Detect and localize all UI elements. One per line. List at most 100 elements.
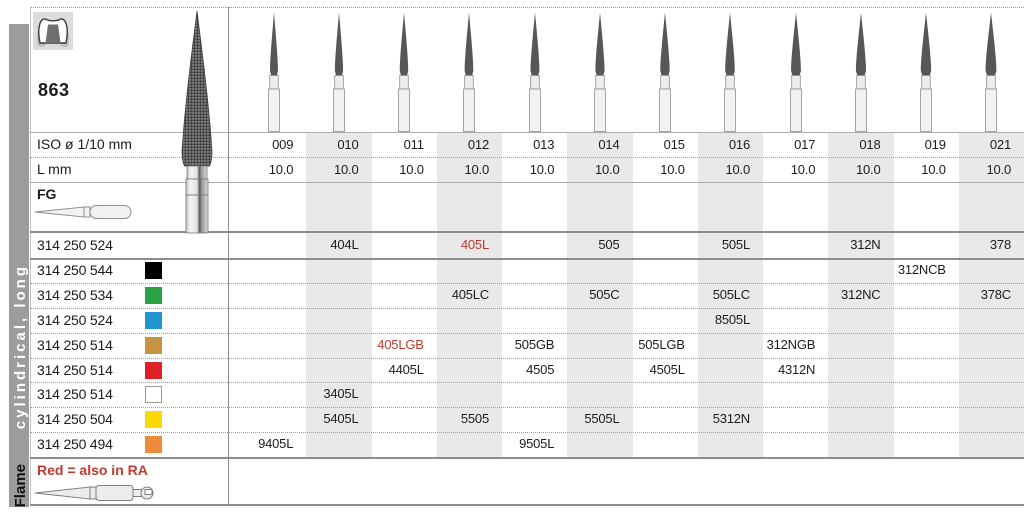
column-band (697, 132, 763, 457)
catalog-row: 314 250 534 405LC 505C 505LC 312NC 378C (0, 283, 1024, 308)
length-value: 10.0 (790, 162, 816, 177)
product-cell: 4505 (526, 361, 555, 377)
column-band (306, 132, 372, 457)
order-code: 314 250 524 (37, 237, 113, 253)
ring-color-swatch (145, 361, 162, 379)
catalog-row: 314 250 524 404L 405L 505 505L 312N 378 (0, 233, 1024, 258)
bur-image (527, 11, 543, 137)
left-border (30, 7, 31, 505)
bur-image (788, 11, 804, 137)
order-code: 314 250 524 (37, 311, 113, 328)
catalog-row: 314 250 514 405LGB 505GB 505LGB 312NGB (0, 333, 1024, 358)
length-value: 10.0 (660, 162, 685, 177)
iso-row-top-rule (30, 132, 1024, 133)
bur-image (657, 11, 673, 137)
ring-color-swatch (145, 261, 162, 279)
fg-row-bottom-rule (30, 231, 1024, 233)
product-cell: 4505L (649, 361, 685, 377)
row-separator (30, 432, 1024, 434)
product-cell: 505LC (712, 286, 751, 302)
red-note: Red = also in RA (37, 462, 148, 478)
row-separator (30, 282, 1024, 284)
catalog-row: 314 250 524 8505L (0, 308, 1024, 333)
product-cell: 505L (721, 237, 750, 252)
column-band (436, 132, 502, 457)
product-cell: 378C (980, 286, 1011, 302)
bur-image (918, 11, 934, 137)
row-separator (30, 457, 1024, 460)
iso-value: 009 (272, 137, 294, 152)
column-band (828, 132, 894, 457)
ring-color-swatch (145, 411, 162, 429)
product-cell: 505GB (514, 336, 555, 352)
iso-value: 013 (533, 137, 555, 152)
catalog-row: 314 250 514 4405L 4505 4505L 4312N (0, 358, 1024, 383)
label-column-divider (228, 7, 229, 505)
row-separator (30, 407, 1024, 409)
bur-image (983, 11, 999, 137)
row-separator (30, 332, 1024, 334)
iso-value: 014 (598, 137, 620, 152)
iso-row-label: ISO ø 1/10 mm (37, 136, 132, 152)
product-cell: 405LGB (377, 336, 424, 352)
product-cell: 405LC (451, 286, 490, 302)
tooth-icon (33, 12, 73, 55)
order-code: 314 250 544 (37, 261, 113, 278)
product-cell: 404L (330, 237, 359, 252)
row-separator (30, 357, 1024, 359)
bur-image (266, 11, 282, 137)
bur-image (722, 11, 738, 137)
length-value: 10.0 (268, 162, 294, 177)
bur-image (592, 11, 608, 137)
catalog-row: 314 250 514 3405L (0, 382, 1024, 407)
figure-number: 863 (38, 80, 70, 100)
product-cell: 312N (850, 237, 881, 252)
order-code: 314 250 534 (37, 286, 113, 303)
iso-value: 011 (403, 137, 424, 152)
length-value: 10.0 (464, 162, 489, 177)
length-value: 10.0 (333, 162, 359, 177)
bur-image (331, 11, 347, 137)
catalog-row: 314 250 504 5405L 5505 5505L 5312N (0, 407, 1024, 432)
length-row-bottom-rule (30, 182, 1024, 183)
length-value: 10.0 (594, 162, 620, 177)
order-code: 314 250 514 (37, 336, 113, 353)
product-cell: 5405L (323, 411, 359, 427)
shank-type-label: FG (37, 186, 57, 202)
iso-value: 016 (728, 137, 750, 152)
ra-shank-icon (33, 481, 161, 510)
row-separator (30, 307, 1024, 309)
product-cell: 405L (460, 237, 489, 252)
fg-shank-icon (33, 203, 133, 226)
product-cell: 9405L (258, 436, 294, 452)
product-cell: 378 (989, 237, 1011, 252)
product-cell: 505 (598, 237, 620, 252)
row-separator (30, 382, 1024, 384)
product-cell: 5312N (712, 411, 751, 427)
length-value: 10.0 (921, 162, 946, 177)
ring-color-swatch (145, 336, 162, 354)
length-value: 10.0 (986, 162, 1011, 177)
product-cell: 4312N (777, 361, 816, 377)
order-code: 314 250 494 (37, 436, 113, 453)
iso-length-divider (30, 157, 1024, 158)
bottom-rule (30, 504, 1024, 506)
ring-color-swatch (145, 386, 162, 404)
product-cell: 505C (589, 286, 620, 302)
iso-value: 010 (337, 137, 359, 152)
iso-value: 018 (859, 137, 881, 152)
product-cell: 5505L (584, 411, 620, 427)
row-separator (30, 257, 1024, 260)
large-bur-image (162, 10, 232, 239)
top-rule (30, 7, 1024, 8)
catalog-row: 314 250 544 312NCB (0, 258, 1024, 283)
length-value: 10.0 (855, 162, 881, 177)
catalog-row: 314 250 494 9405L 9505L (0, 432, 1024, 457)
product-cell: 5505 (460, 411, 489, 427)
product-cell: 9505L (519, 436, 555, 452)
iso-value: 015 (663, 137, 685, 152)
column-band (567, 132, 633, 457)
length-row-label: L mm (37, 161, 72, 177)
ring-color-swatch (145, 436, 162, 454)
